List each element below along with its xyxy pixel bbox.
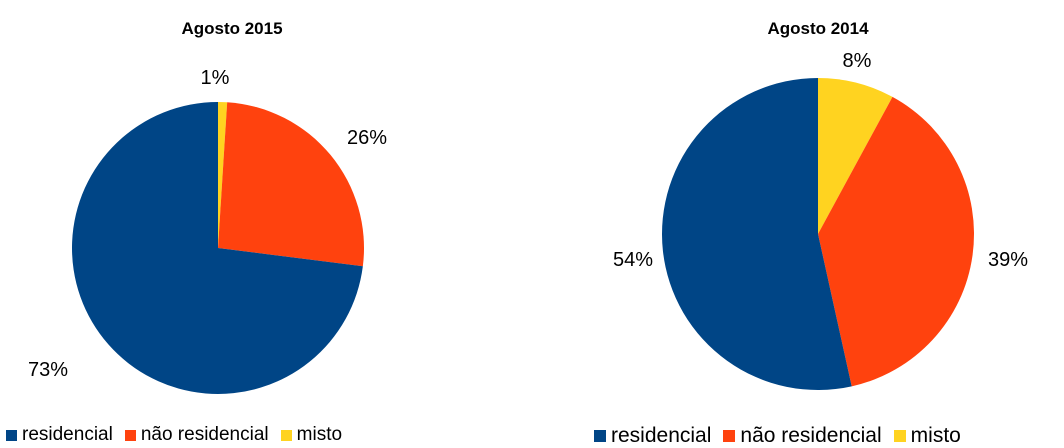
legend-item-misto: misto: [893, 424, 961, 448]
pie-chart-agosto-2015: Agosto 2015 1% 26% 73% residencial não r…: [0, 0, 440, 446]
legend-swatch-residencial: [594, 430, 606, 442]
legend-swatch-misto: [893, 430, 906, 442]
slice-label-misto: 8%: [843, 50, 872, 72]
pie-slice-misto: [818, 78, 893, 234]
legend-item-misto: misto: [280, 424, 343, 446]
pie-slices: [662, 78, 974, 390]
legend-label-nao-residencial: não residencial: [140, 424, 269, 445]
legend-label-residencial: residencial: [22, 424, 113, 445]
legend-label-misto: misto: [910, 424, 961, 447]
pie-slice-nao-residencial: [818, 96, 974, 387]
legend-item-nao-residencial: não residencial: [723, 424, 882, 448]
chart-legend: residencial não residencial misto: [594, 424, 973, 448]
chart-legend: residencial não residencial misto: [6, 424, 354, 446]
legend-label-nao-residencial: não residencial: [740, 424, 882, 447]
pie-chart-agosto-2014: Agosto 2014 8% 39% 54% residencial não r…: [580, 0, 1064, 447]
slice-label-nao-residencial: 39%: [988, 249, 1028, 271]
legend-item-nao-residencial: não residencial: [124, 424, 269, 446]
pie-chart-svg-2015: Agosto 2015 1% 26% 73%: [28, 19, 387, 395]
legend-swatch-residencial: [6, 429, 17, 441]
legend-swatch-misto: [280, 429, 292, 441]
legend-label-residencial: residencial: [611, 424, 712, 447]
slice-label-nao-residencial: 26%: [347, 127, 387, 149]
chart-title: Agosto 2015: [181, 19, 282, 38]
slice-label-residencial: 54%: [613, 249, 653, 271]
pie-slices: [72, 102, 365, 395]
pie-slice-misto: [218, 102, 228, 248]
legend-swatch-nao-residencial: [723, 430, 736, 442]
pie-chart-svg-2014: Agosto 2014 8% 39% 54%: [613, 19, 1028, 390]
legend-swatch-nao-residencial: [124, 429, 136, 441]
chart-title: Agosto 2014: [767, 19, 869, 38]
slice-label-residencial: 73%: [28, 359, 68, 381]
slice-label-misto: 1%: [201, 67, 230, 89]
legend-item-residencial: residencial: [594, 424, 711, 448]
pie-slice-residencial: [662, 78, 852, 390]
pie-slice-residencial: [72, 102, 363, 395]
legend-item-residencial: residencial: [6, 424, 113, 446]
legend-label-misto: misto: [296, 424, 343, 445]
pie-slice-nao-residencial: [218, 102, 365, 267]
